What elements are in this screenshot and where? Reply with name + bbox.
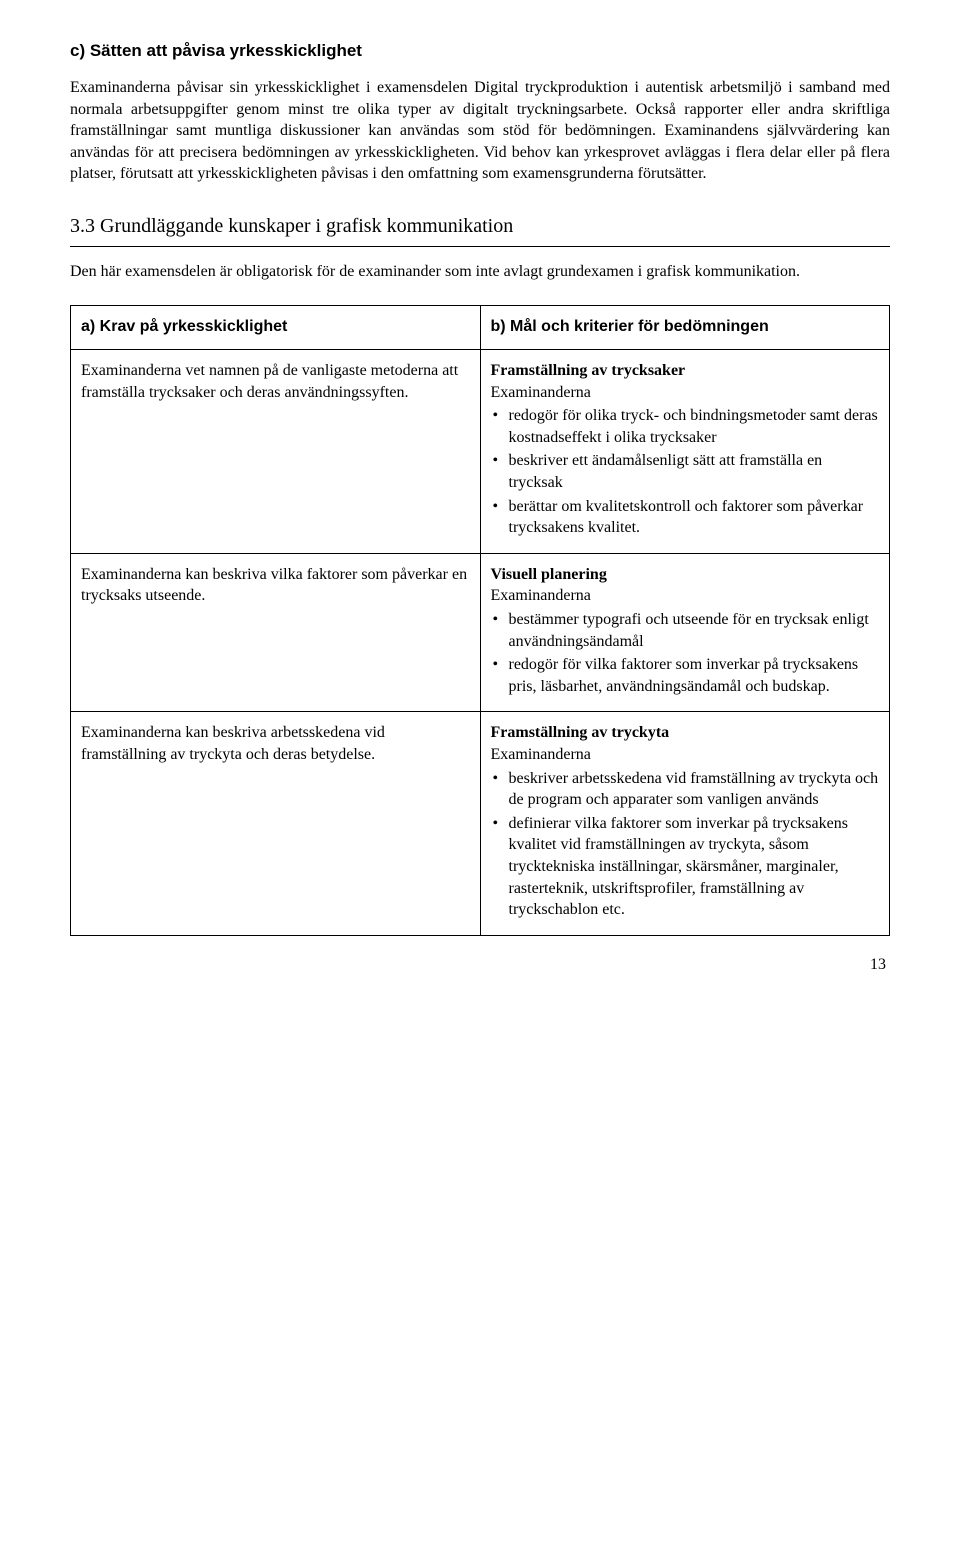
requirements-table: a) Krav på yrkesskicklighet b) Mål och k… xyxy=(70,305,890,936)
cell-right: Visuell planering Examinanderna bestämme… xyxy=(480,553,890,712)
cell-left: Examinanderna vet namnen på de vanligast… xyxy=(71,350,481,554)
bullet-item: redogör för olika tryck- och bindningsme… xyxy=(491,405,880,448)
section-33-heading: 3.3 Grundläggande kunskaper i grafisk ko… xyxy=(70,213,890,247)
table-row: Examinanderna kan beskriva arbetsskedena… xyxy=(71,712,890,935)
section-c-paragraph: Examinanderna påvisar sin yrkesskickligh… xyxy=(70,77,890,185)
section-33: 3.3 Grundläggande kunskaper i grafisk ko… xyxy=(70,213,890,283)
right-bullets: beskriver arbetsskedena vid framställnin… xyxy=(491,768,880,921)
right-title: Visuell planering xyxy=(491,564,880,586)
bullet-item: bestämmer typografi och utseende för en … xyxy=(491,609,880,652)
section-c-heading: c) Sätten att påvisa yrkesskicklighet xyxy=(70,40,890,63)
right-lead: Examinanderna xyxy=(491,585,880,607)
bullet-item: berättar om kvalitetskontroll och faktor… xyxy=(491,496,880,539)
bullet-item: redogör för vilka faktorer som inverkar … xyxy=(491,654,880,697)
table-header-row: a) Krav på yrkesskicklighet b) Mål och k… xyxy=(71,305,890,350)
bullet-item: definierar vilka faktorer som inverkar p… xyxy=(491,813,880,921)
bullet-item: beskriver arbetsskedena vid framställnin… xyxy=(491,768,880,811)
right-bullets: redogör för olika tryck- och bindningsme… xyxy=(491,405,880,539)
right-title: Framställning av tryckyta xyxy=(491,722,880,744)
right-bullets: bestämmer typografi och utseende för en … xyxy=(491,609,880,697)
section-33-intro: Den här examensdelen är obligatorisk för… xyxy=(70,261,890,283)
table-row: Examinanderna kan beskriva vilka faktore… xyxy=(71,553,890,712)
right-title: Framställning av trycksaker xyxy=(491,360,880,382)
right-lead: Examinanderna xyxy=(491,382,880,404)
table-header-left: a) Krav på yrkesskicklighet xyxy=(71,305,481,350)
cell-right: Framställning av trycksaker Examinandern… xyxy=(480,350,890,554)
right-lead: Examinanderna xyxy=(491,744,880,766)
table-header-right: b) Mål och kriterier för bedömningen xyxy=(480,305,890,350)
bullet-item: beskriver ett ändamålsenligt sätt att fr… xyxy=(491,450,880,493)
cell-left: Examinanderna kan beskriva arbetsskedena… xyxy=(71,712,481,935)
table-row: Examinanderna vet namnen på de vanligast… xyxy=(71,350,890,554)
cell-right: Framställning av tryckyta Examinanderna … xyxy=(480,712,890,935)
cell-left: Examinanderna kan beskriva vilka faktore… xyxy=(71,553,481,712)
page-number: 13 xyxy=(70,954,890,976)
